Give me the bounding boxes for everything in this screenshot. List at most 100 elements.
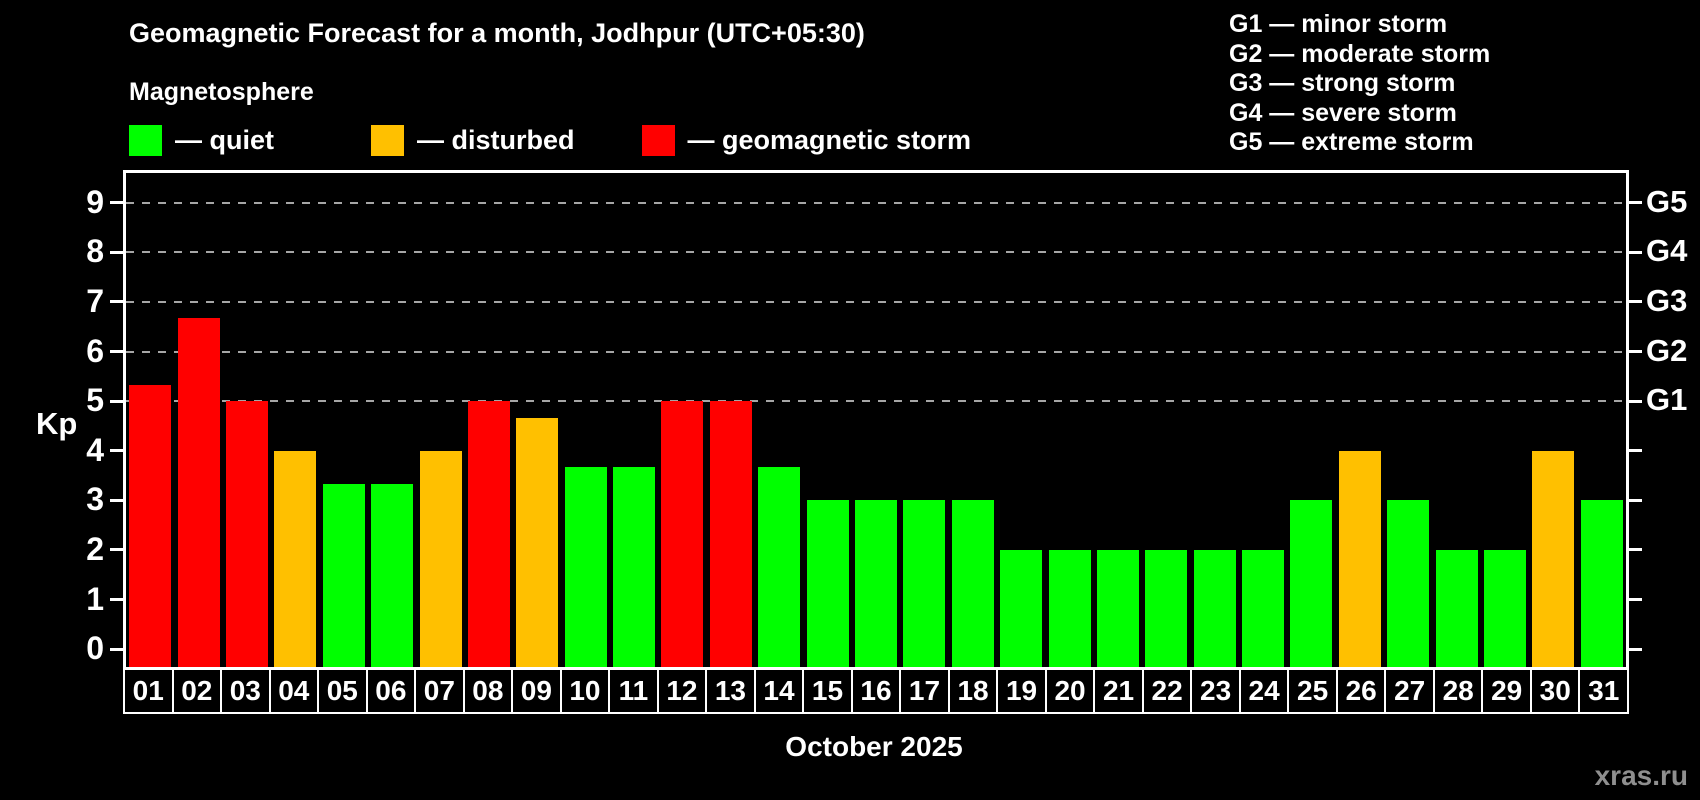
left-tick-kp-3 xyxy=(110,498,123,502)
left-tick-kp-9 xyxy=(110,201,123,205)
storm-scale-legend: G1 — minor storm G2 — moderate storm G3 — … xyxy=(1229,10,1490,158)
right-tick-kp-0 xyxy=(1629,647,1642,651)
legend-swatch-storm xyxy=(641,125,675,156)
day-label-22: 22 xyxy=(1141,668,1193,714)
day-label-08: 08 xyxy=(462,668,514,714)
right-tick-kp-8 xyxy=(1629,250,1642,254)
left-tick-kp-2 xyxy=(110,548,123,552)
y-axis-label-4: 4 xyxy=(86,431,104,468)
day-label-23: 23 xyxy=(1190,668,1241,714)
day-label-25: 25 xyxy=(1287,668,1338,714)
kp-bar-day-19 xyxy=(1000,549,1043,667)
storm-scale-line-g1: G1 — minor storm xyxy=(1229,10,1448,38)
left-tick-kp-8 xyxy=(110,250,123,254)
right-axis-label-g4: G4 xyxy=(1646,233,1688,269)
day-label-17: 17 xyxy=(899,668,950,714)
kp-bar-day-09 xyxy=(516,417,559,667)
day-label-07: 07 xyxy=(414,668,465,714)
day-label-02: 02 xyxy=(171,668,223,714)
y-axis-label-8: 8 xyxy=(86,233,104,270)
day-label-01: 01 xyxy=(123,668,174,714)
kp-bar-day-25 xyxy=(1290,500,1333,667)
day-label-03: 03 xyxy=(220,668,271,714)
kp-bar-day-17 xyxy=(903,500,946,667)
y-axis-label-2: 2 xyxy=(86,530,104,567)
y-axis-label-1: 1 xyxy=(86,580,104,617)
left-tick-kp-7 xyxy=(110,300,123,304)
storm-scale-line-g5: G5 — extreme storm xyxy=(1229,128,1474,156)
gridline-kp-9 xyxy=(126,201,1626,204)
kp-bar-day-27 xyxy=(1387,500,1430,667)
kp-bar-day-07 xyxy=(419,450,462,667)
right-tick-kp-9 xyxy=(1629,201,1642,205)
color-legend: — quiet — disturbed — geomagnetic storm xyxy=(129,124,971,157)
x-axis-day-labels: 01 02 03 04 05 06 07 08 09 10 11 12 13 14 15 16 17 18 19 20… xyxy=(123,668,1629,714)
right-tick-kp-6 xyxy=(1629,350,1642,354)
gridline-kp-8 xyxy=(126,251,1626,254)
day-label-11: 11 xyxy=(608,668,659,714)
plot-area xyxy=(123,170,1629,670)
storm-scale-line-g2: G2 — moderate storm xyxy=(1229,39,1491,68)
day-label-24: 24 xyxy=(1238,668,1290,714)
day-label-18: 18 xyxy=(947,668,999,714)
legend-swatch-quiet xyxy=(129,125,162,156)
day-label-31: 31 xyxy=(1578,668,1629,714)
kp-bar-day-31 xyxy=(1580,500,1623,667)
day-label-13: 13 xyxy=(705,668,756,714)
day-label-05: 05 xyxy=(317,668,368,714)
right-tick-kp-2 xyxy=(1629,548,1642,552)
day-label-26: 26 xyxy=(1335,668,1387,714)
day-label-30: 30 xyxy=(1529,668,1581,714)
left-tick-kp-6 xyxy=(110,350,123,354)
gridline-kp-7 xyxy=(126,300,1626,303)
y-axis-title: Kp xyxy=(36,406,78,441)
right-tick-kp-1 xyxy=(1629,598,1642,602)
day-label-15: 15 xyxy=(802,668,853,714)
gridline-kp-5 xyxy=(126,400,1626,403)
right-axis-label-g5: G5 xyxy=(1646,183,1688,219)
day-label-14: 14 xyxy=(753,668,805,714)
day-label-16: 16 xyxy=(850,668,902,714)
kp-bar-day-05 xyxy=(322,483,365,667)
right-axis-label-g1: G1 xyxy=(1646,382,1688,418)
kp-bar-day-16 xyxy=(855,500,897,667)
x-axis-title: October 2025 xyxy=(785,731,963,762)
kp-bar-day-30 xyxy=(1532,450,1575,667)
day-label-21: 21 xyxy=(1093,668,1144,714)
right-axis-label-g3: G3 xyxy=(1646,282,1688,318)
day-label-20: 20 xyxy=(1044,668,1096,714)
kp-bar-day-02 xyxy=(177,318,220,667)
right-tick-kp-5 xyxy=(1629,399,1642,403)
kp-bar-day-10 xyxy=(564,467,607,667)
kp-bar-day-12 xyxy=(661,401,704,667)
left-tick-kp-5 xyxy=(110,399,123,403)
kp-bar-day-22 xyxy=(1145,549,1188,667)
kp-bar-day-24 xyxy=(1242,549,1285,667)
y-axis-label-6: 6 xyxy=(86,332,104,369)
day-label-28: 28 xyxy=(1432,668,1484,714)
legend-item-storm: — geomagnetic storm xyxy=(641,125,971,156)
chart-title: Geomagnetic Forecast for a month, Jodhpu… xyxy=(129,18,865,48)
kp-bar-day-11 xyxy=(613,467,656,667)
kp-bar-day-08 xyxy=(467,401,510,667)
right-tick-kp-3 xyxy=(1629,498,1642,502)
kp-bar-day-06 xyxy=(371,483,414,667)
kp-bar-day-15 xyxy=(806,500,849,667)
kp-bar-day-03 xyxy=(225,401,268,667)
day-label-12: 12 xyxy=(656,668,708,714)
kp-bar-day-21 xyxy=(1096,549,1139,667)
magnetosphere-label: Magnetosphere xyxy=(129,78,314,106)
legend-swatch-disturbed xyxy=(371,125,404,156)
kp-bar-day-18 xyxy=(951,500,994,667)
legend-item-disturbed: — disturbed xyxy=(371,125,575,156)
legend-label-quiet: — quiet xyxy=(175,125,274,155)
legend-label-disturbed: — disturbed xyxy=(417,125,575,155)
y-axis-label-3: 3 xyxy=(86,481,104,518)
left-tick-kp-4 xyxy=(110,449,123,453)
day-label-04: 04 xyxy=(268,668,320,714)
right-tick-kp-7 xyxy=(1629,300,1642,304)
kp-bar-day-23 xyxy=(1193,549,1236,667)
kp-bar-day-28 xyxy=(1435,549,1478,667)
kp-bar-day-04 xyxy=(274,450,317,667)
